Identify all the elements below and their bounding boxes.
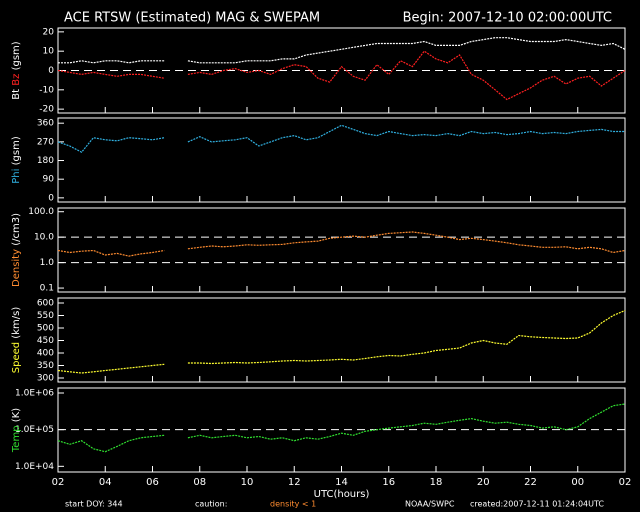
x-tick-label: 22 — [524, 477, 537, 488]
y-tick-label: 90 — [43, 175, 55, 185]
x-tick-label: 02 — [52, 477, 65, 488]
x-tick-label: 10 — [241, 477, 254, 488]
start-doy: start DOY: 344 — [65, 500, 123, 509]
y-axis-label: Bt Bz (gsm) — [11, 41, 22, 99]
legend-entry: Speed — [11, 342, 22, 373]
y-tick-label: 550 — [37, 311, 54, 321]
data-line — [57, 50, 626, 101]
data-line — [57, 231, 626, 257]
x-tick-label: 18 — [430, 477, 443, 488]
x-tick-label: 14 — [335, 477, 348, 488]
y-tick-label: 20 — [43, 27, 55, 37]
data-line — [57, 309, 626, 374]
caution: caution: — [195, 500, 227, 509]
y-tick-label: 0 — [48, 193, 54, 203]
data-line — [58, 37, 626, 64]
y-axis-label: Phi (gsm) — [11, 136, 22, 184]
y-tick-label: 1.0E+04 — [15, 462, 54, 472]
y-axis-unit: (gsm) — [11, 136, 22, 165]
y-axis-unit: (gsm) — [11, 41, 22, 70]
created: created:2007-12-11 01:24:04UTC — [470, 500, 604, 509]
y-tick-label: 600 — [37, 299, 54, 309]
data-line — [57, 124, 625, 153]
x-tick-label: 20 — [477, 477, 490, 488]
y-tick-label: 1.0E+06 — [15, 389, 54, 399]
x-tick-label: 02 — [619, 477, 632, 488]
source: NOAA/SWPC — [405, 500, 455, 509]
legend-entry: Density — [11, 249, 22, 287]
density-note: density < 1 — [270, 500, 316, 509]
y-tick-label: 300 — [37, 374, 54, 384]
begin-time: Begin: 2007-12-10 02:00:00UTC — [403, 11, 612, 26]
y-tick-label: 1.0 — [40, 258, 55, 268]
y-tick-label: 360 — [37, 119, 54, 129]
x-tick-label: 08 — [193, 477, 206, 488]
y-tick-label: -20 — [39, 105, 54, 115]
y-tick-label: 100.0 — [28, 207, 54, 217]
x-tick-label: 12 — [288, 477, 301, 488]
panel-frame — [57, 207, 626, 293]
y-axis-unit: (/cm3) — [11, 213, 22, 246]
x-tick-label: 04 — [99, 477, 112, 488]
y-tick-label: 450 — [37, 336, 54, 346]
legend-entry: Phi — [11, 169, 22, 184]
y-tick-label: 10 — [43, 47, 55, 57]
y-axis-label: Density (/cm3) — [11, 213, 22, 287]
x-tick-label: 06 — [146, 477, 159, 488]
x-tick-label: 00 — [571, 477, 584, 488]
x-axis-label: UTC(hours) — [314, 489, 370, 500]
y-axis-unit: (K) — [11, 408, 22, 422]
y-tick-label: -10 — [39, 85, 54, 95]
y-tick-label: 500 — [37, 324, 54, 334]
y-axis-unit: (km/s) — [11, 307, 22, 339]
legend-entry: Temp — [11, 425, 22, 453]
y-axis-label: Temp (K) — [11, 408, 22, 453]
panel-frame — [57, 297, 626, 383]
y-tick-label: 270 — [37, 137, 54, 147]
y-tick-label: 1.0E+05 — [15, 425, 54, 435]
y-tick-label: 0.1 — [40, 284, 54, 294]
y-axis-label: Speed (km/s) — [11, 307, 22, 374]
y-tick-label: 400 — [37, 349, 54, 359]
data-line — [57, 403, 626, 453]
chart-title: ACE RTSW (Estimated) MAG & SWEPAM — [64, 11, 320, 26]
y-tick-label: 180 — [37, 156, 54, 166]
x-tick-label: 16 — [382, 477, 395, 488]
y-tick-label: 10.0 — [34, 233, 54, 243]
legend-entry: Bz — [11, 74, 22, 86]
y-tick-label: 350 — [37, 361, 54, 371]
panel-frame — [57, 117, 626, 203]
y-tick-label: 0 — [48, 66, 54, 76]
legend-entry: Bt — [11, 89, 22, 100]
